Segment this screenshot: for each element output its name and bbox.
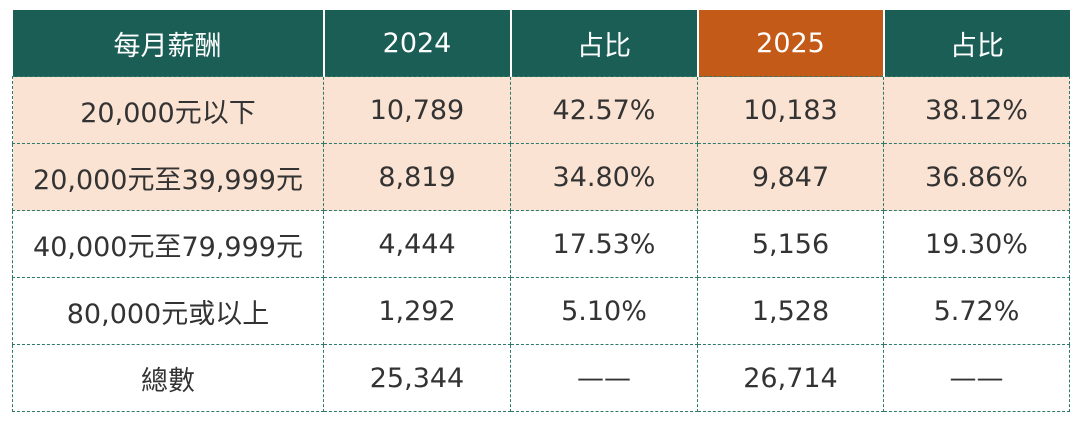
table-cell: 9,847: [697, 143, 884, 211]
table-row: 20,000元以下 10,789 42.57% 10,183 38.12%: [12, 76, 1070, 144]
salary-table: 每月薪酬 2024 占比 2025 占比 20,000元以下 10,789 42.57% 10…: [12, 10, 1070, 412]
table-cell: 42.57%: [510, 76, 698, 144]
table-cell: 17.53%: [510, 210, 698, 278]
table-row: 總數 25,344 —— 26,714 ——: [12, 344, 1070, 412]
table-cell: 25,344: [323, 344, 511, 412]
table-cell: 36.86%: [883, 143, 1070, 211]
table-cell: 20,000元至39,999元: [12, 143, 324, 211]
table-cell: 10,789: [323, 76, 511, 144]
table-cell: 5.10%: [510, 277, 698, 345]
table-cell: 1,292: [323, 277, 511, 345]
table-cell: 4,444: [323, 210, 511, 278]
table-row: 80,000元或以上 1,292 5.10% 1,528 5.72%: [12, 277, 1070, 345]
table-cell: 38.12%: [883, 76, 1070, 144]
table-cell: 19.30%: [883, 210, 1070, 278]
header-cell: 占比: [509, 10, 699, 77]
table-cell: 5,156: [697, 210, 884, 278]
table-cell: 26,714: [697, 344, 884, 412]
header-cell: 2025: [696, 10, 885, 77]
table-cell: 34.80%: [510, 143, 698, 211]
table-body: 20,000元以下 10,789 42.57% 10,183 38.12% 20,000元…: [12, 76, 1070, 412]
header-cell: 占比: [882, 10, 1070, 77]
header-cell: 每月薪酬: [12, 10, 325, 77]
table-cell: 總數: [12, 344, 324, 412]
table-cell: 80,000元或以上: [12, 277, 324, 345]
table-container: 每月薪酬 2024 占比 2025 占比 20,000元以下 10,789 42.57% 10…: [12, 10, 1070, 412]
header-cell: 2024: [322, 10, 512, 77]
table-row: 20,000元至39,999元 8,819 34.80% 9,847 36.86%: [12, 143, 1070, 211]
table-cell: 5.72%: [883, 277, 1070, 345]
table-cell: 10,183: [697, 76, 884, 144]
table-cell: ——: [510, 344, 698, 412]
table-row: 40,000元至79,999元 4,444 17.53% 5,156 19.30%: [12, 210, 1070, 278]
table-cell: ——: [883, 344, 1070, 412]
table-cell: 20,000元以下: [12, 76, 324, 144]
header-row: 每月薪酬 2024 占比 2025 占比: [12, 10, 1070, 77]
table-cell: 1,528: [697, 277, 884, 345]
table-cell: 8,819: [323, 143, 511, 211]
table-cell: 40,000元至79,999元: [12, 210, 324, 278]
